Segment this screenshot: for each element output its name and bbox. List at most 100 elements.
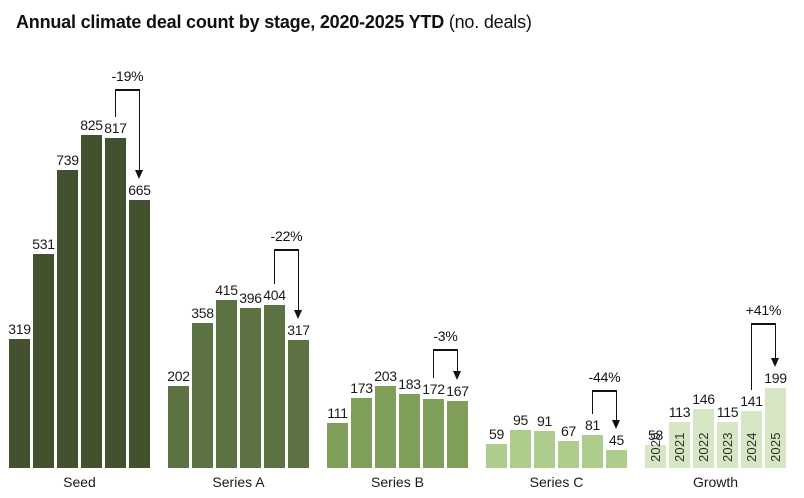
bar-value-label: 45 [609, 432, 624, 448]
annotation-arrow-line [774, 323, 777, 358]
bar-value-label: 67 [561, 423, 576, 439]
bar-value-label: 111 [327, 405, 348, 421]
bar [351, 398, 372, 468]
bar-value-label: 141 [740, 393, 763, 409]
bar-value-label: 319 [8, 321, 31, 337]
bar [192, 323, 213, 468]
bar-value-label: 146 [692, 391, 715, 407]
bar [264, 305, 285, 468]
chart-title-unit: (no. deals) [444, 12, 532, 32]
group-label: Series A [212, 474, 265, 490]
group-label: Series B [371, 474, 424, 490]
annotation-bracket-tick [750, 323, 753, 390]
year-label: 2021 [671, 432, 687, 462]
bar [606, 450, 627, 468]
annotation-bracket-tick [591, 390, 594, 414]
annotation-arrow-line [297, 249, 300, 310]
bar [57, 170, 78, 468]
annotation-label: -44% [588, 369, 621, 385]
annotation-label: -22% [270, 228, 303, 244]
bar [168, 386, 189, 468]
bar [717, 422, 738, 468]
bar [105, 138, 126, 468]
bar-group-series-b: 111 173 203 183 172 167 Series B -3% [327, 0, 469, 498]
bar-value-label: 396 [239, 290, 262, 306]
bar [534, 431, 555, 468]
bar [741, 411, 762, 468]
bar [486, 444, 507, 468]
bar [693, 409, 714, 468]
bar [129, 200, 150, 468]
annotation-label: -19% [111, 68, 144, 84]
annotation-bracket-tick [432, 349, 435, 378]
bar-value-label: 167 [446, 383, 469, 399]
year-label: 2023 [719, 432, 735, 462]
bar-value-label: 203 [374, 368, 397, 384]
annotation-bracket-line [273, 249, 300, 251]
group-label: Seed [63, 474, 96, 490]
bar-value-label: 199 [764, 370, 787, 386]
bar [288, 340, 309, 468]
annotation-bracket-line [591, 390, 618, 392]
bar [399, 394, 420, 468]
bar [558, 441, 579, 468]
annotation-bracket-line [114, 89, 141, 91]
annotation-label: +41% [745, 302, 782, 318]
bar [669, 422, 690, 468]
annotation-label: -3% [433, 328, 458, 344]
bar [240, 308, 261, 468]
bar-value-label: 358 [191, 305, 214, 321]
bar-value-label: 415 [215, 282, 238, 298]
bar [33, 254, 54, 468]
annotation-arrow-line [456, 349, 459, 371]
bar [447, 401, 468, 468]
bar-value-label: 95 [513, 412, 528, 428]
bar-value-label: 317 [287, 322, 310, 338]
bar-value-label: 172 [422, 381, 445, 397]
bar-value-label: 173 [350, 380, 373, 396]
year-label: 2025 [767, 432, 783, 462]
bar [375, 386, 396, 468]
annotation-bracket-tick [273, 249, 276, 284]
bar-value-label: 183 [398, 376, 421, 392]
bar-group-series-a: 202 358 415 396 404 317 Series A -22% [167, 0, 310, 498]
annotation-arrow-line [615, 390, 618, 420]
annotation-arrowhead-icon [135, 170, 143, 179]
bar-value-label: 81 [585, 417, 600, 433]
year-label: 2020 [647, 432, 663, 462]
bar-group-series-c: 59 95 91 67 81 45 Series C -44% [486, 0, 627, 498]
annotation-bracket-tick [114, 89, 117, 117]
bar-value-label: 202 [167, 368, 190, 384]
annotation-arrow-line [138, 89, 141, 170]
bar-value-label: 739 [56, 152, 79, 168]
bar [582, 435, 603, 468]
group-label: Series C [529, 474, 584, 490]
bar [9, 339, 30, 468]
bar-value-label: 531 [32, 236, 55, 252]
bar-value-label: 404 [263, 287, 286, 303]
bar [216, 300, 237, 468]
bar [423, 399, 444, 468]
bar [765, 388, 786, 468]
annotation-bracket-line [432, 349, 459, 351]
annotation-bracket-line [750, 323, 777, 325]
bar-group-seed: 319 531 739 825 817 665 Seed -19% [8, 0, 151, 498]
annotation-arrowhead-icon [612, 420, 620, 429]
annotation-arrowhead-icon [453, 371, 461, 380]
bar-value-label: 58 [648, 427, 663, 443]
bar [510, 430, 531, 468]
bar [645, 445, 666, 468]
bar-value-label: 59 [489, 426, 504, 442]
year-label: 2024 [743, 432, 759, 462]
bar-value-label: 665 [128, 182, 151, 198]
annotation-arrowhead-icon [771, 358, 779, 367]
bar-value-label: 113 [668, 404, 691, 420]
bar-group-growth: 58 2020 113 2021 146 2022 115 2023 141 2024 199 202… [645, 0, 787, 498]
bar-value-label: 115 [716, 404, 739, 420]
chart-title-main: Annual climate deal count by stage, 2020… [16, 12, 445, 32]
bar-value-label: 825 [80, 117, 103, 133]
chart-title: Annual climate deal count by stage, 2020… [16, 12, 532, 33]
bar-value-label: 817 [104, 120, 127, 136]
